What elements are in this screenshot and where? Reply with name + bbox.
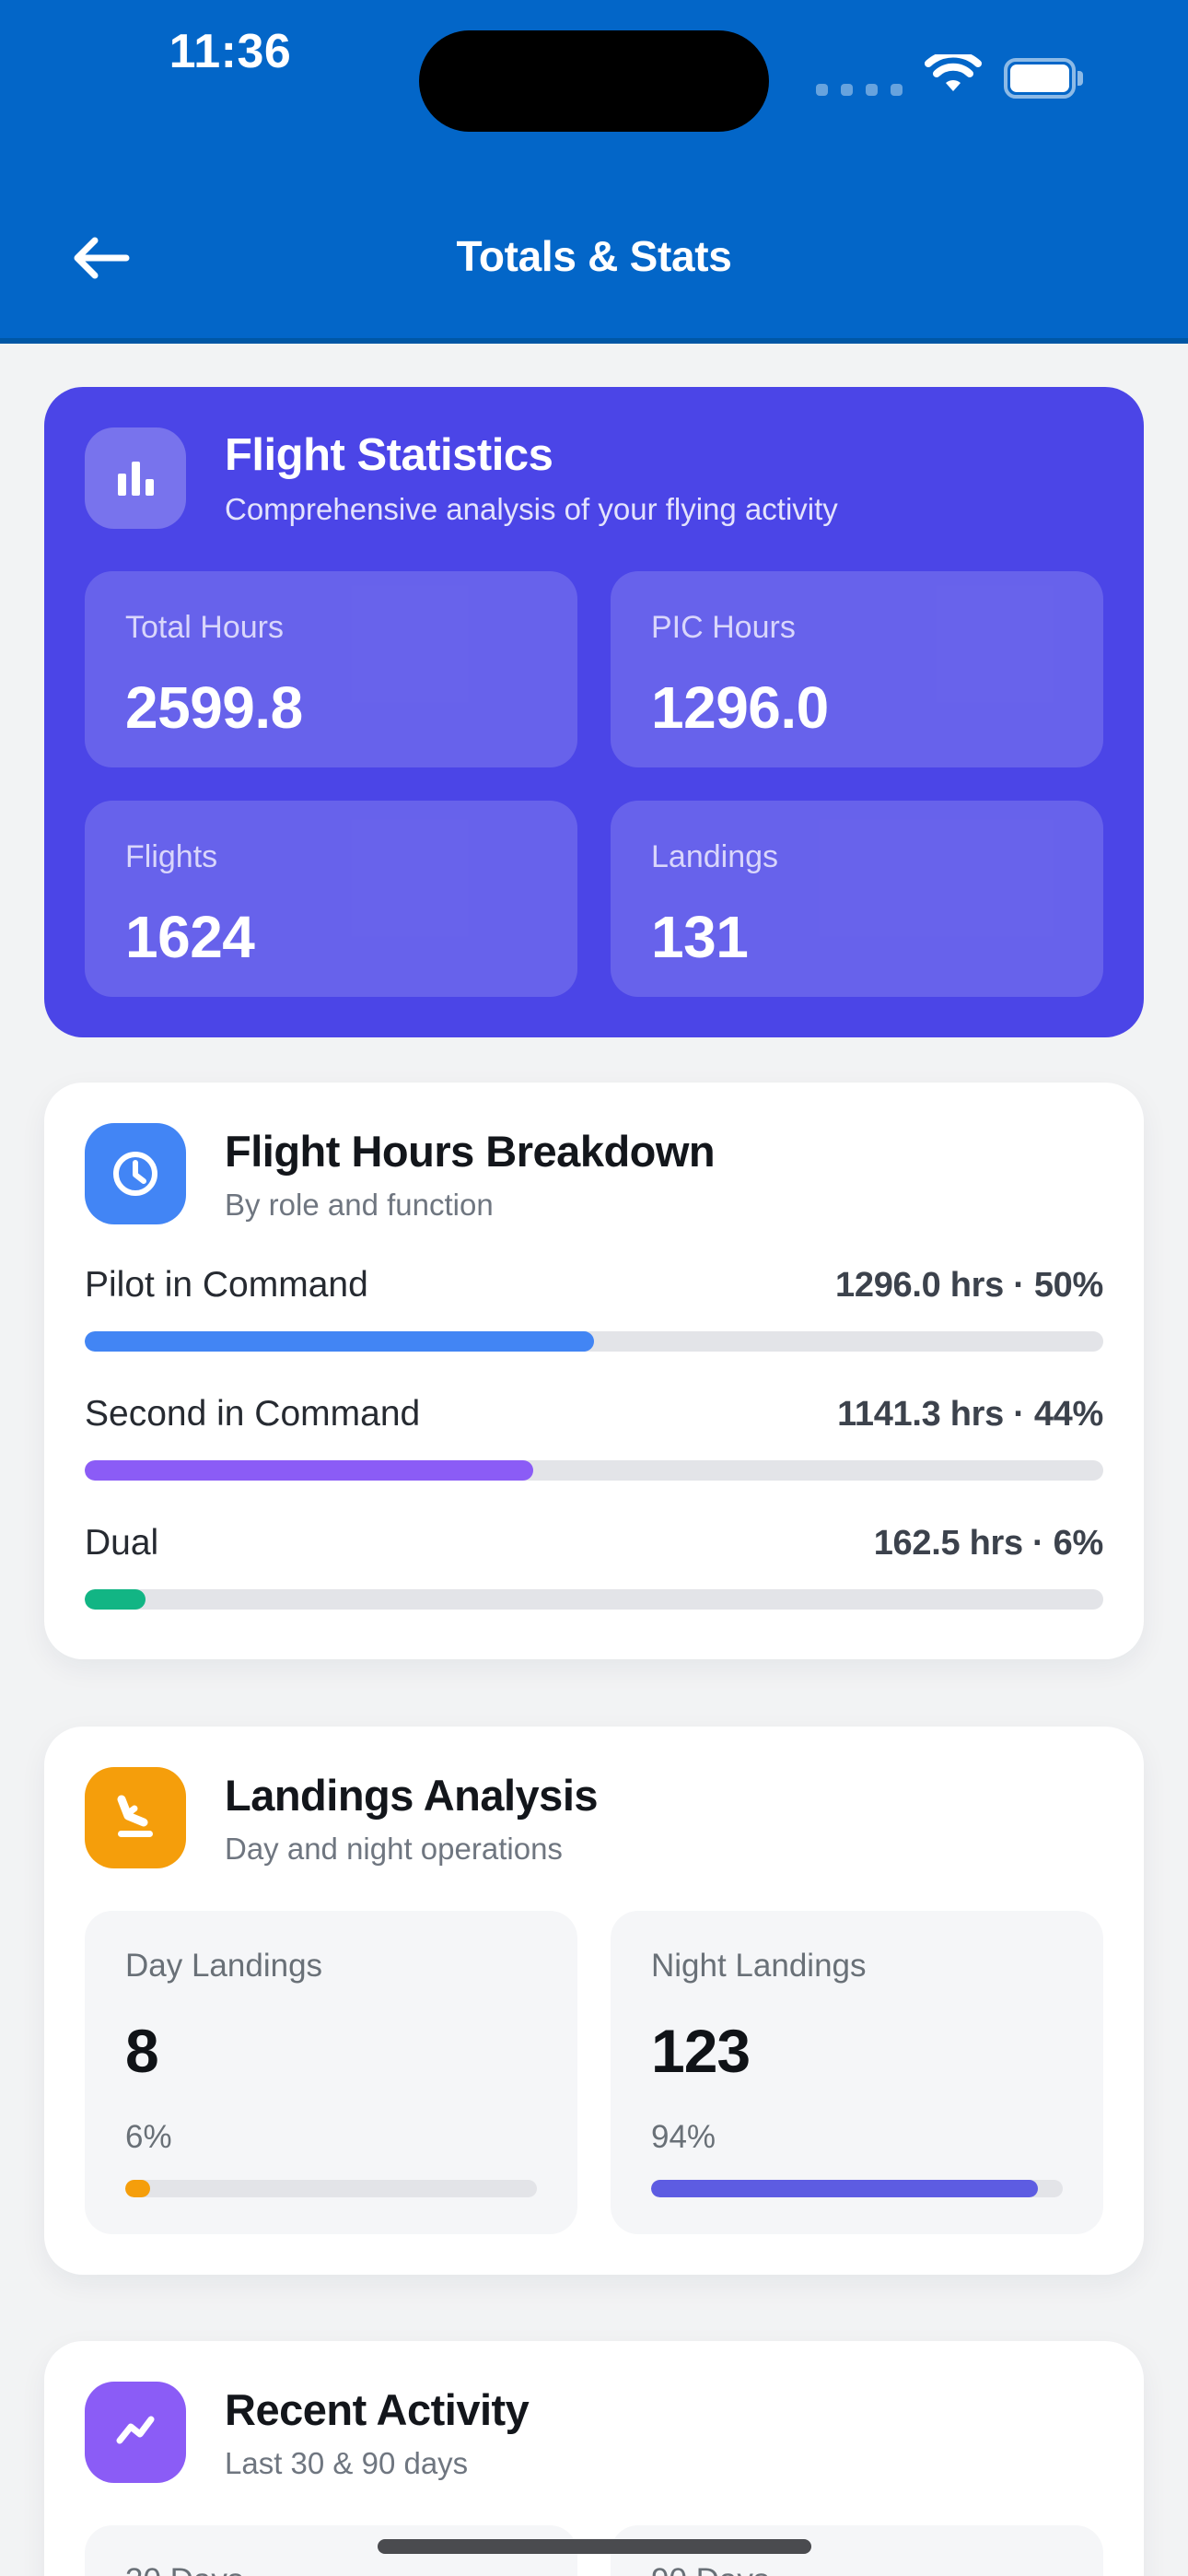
progress-fill [85,1589,146,1610]
card-title: Flight Hours Breakdown [225,1126,716,1176]
breakdown-row-sic: Second in Command 1141.3 hrs · 44% [85,1394,1103,1481]
night-landings-tile: Night Landings 123 94% [611,1911,1103,2234]
card-subtitle: Day and night operations [225,1831,563,1866]
hours-breakdown-card: Flight Hours Breakdown By role and funct… [44,1083,1144,1659]
cellular-signal-icon [816,83,903,96]
header: 11:36 [0,0,1188,344]
progress-track [85,1460,1103,1481]
card-subtitle: Last 30 & 90 days [225,2445,469,2480]
card-title: Landings Analysis [225,1770,599,1820]
status-icons [816,50,1083,103]
progress-fill [651,2180,1039,2197]
progress-fill [85,1331,594,1352]
clock-icon [85,1123,186,1224]
navigation-bar: Totals & Stats [0,201,1188,311]
dynamic-island [419,30,769,132]
trending-up-icon [85,2382,186,2483]
content: Flight Statistics Comprehensive analysis… [0,387,1188,2576]
stat-tile-flights: Flights 1624 [85,801,577,997]
card-subtitle: By role and function [225,1187,494,1222]
breakdown-row-dual: Dual 162.5 hrs · 6% [85,1523,1103,1610]
card-title: Recent Activity [225,2384,530,2434]
bar-chart-icon [85,427,186,529]
arrow-left-icon [74,237,130,279]
flight-statistics-card: Flight Statistics Comprehensive analysis… [44,387,1144,1037]
card-subtitle: Comprehensive analysis of your flying ac… [225,492,838,526]
progress-track [125,2180,537,2197]
breakdown-row-pic: Pilot in Command 1296.0 hrs · 50% [85,1265,1103,1352]
progress-track [85,1331,1103,1352]
stats-grid: Total Hours 2599.8 PIC Hours 1296.0 Flig… [85,571,1103,997]
progress-track [651,2180,1063,2197]
back-button[interactable] [57,221,146,295]
progress-fill [85,1460,533,1481]
page-title: Totals & Stats [456,232,732,280]
progress-fill [125,2180,150,2197]
battery-icon [1004,58,1083,99]
day-landings-tile: Day Landings 8 6% [85,1911,577,2234]
progress-track [85,1589,1103,1610]
plane-landing-icon [85,1767,186,1868]
home-indicator[interactable] [378,2539,811,2554]
recent-activity-card: Recent Activity Last 30 & 90 days 30 Day… [44,2341,1144,2576]
status-time: 11:36 [169,25,292,78]
stat-tile-total-hours: Total Hours 2599.8 [85,571,577,767]
stat-tile-pic-hours: PIC Hours 1296.0 [611,571,1103,767]
wifi-icon [925,50,982,101]
card-title: Flight Statistics [225,430,553,480]
landings-analysis-card: Landings Analysis Day and night operatio… [44,1727,1144,2275]
stat-tile-landings: Landings 131 [611,801,1103,997]
